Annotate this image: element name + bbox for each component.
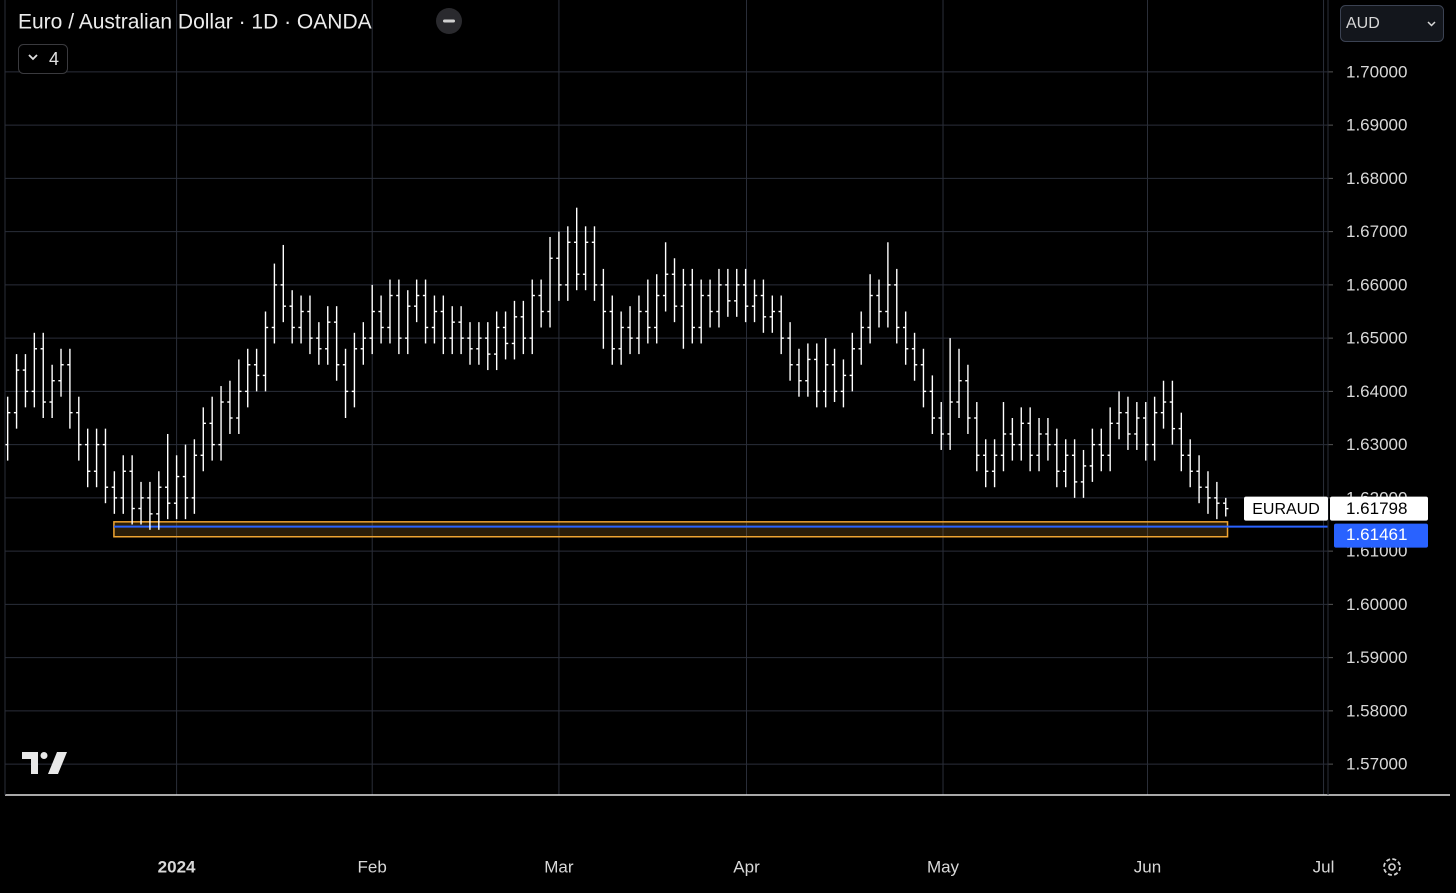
y-tick-label: 1.57000 <box>1346 755 1407 774</box>
price-zone <box>113 521 1229 538</box>
price-labels: EURAUD 1.61798 1.61461 <box>1244 496 1428 548</box>
y-tick-label: 1.65000 <box>1346 329 1407 348</box>
currency-select[interactable] <box>1340 5 1444 42</box>
x-tick-label: Jun <box>1134 857 1161 876</box>
x-tick-label: 2024 <box>158 857 196 876</box>
x-tick-label: May <box>927 857 960 876</box>
x-tick-label: Feb <box>358 857 387 876</box>
symbol-label: EURAUD <box>1252 501 1320 518</box>
x-tick-label: Jul <box>1313 857 1335 876</box>
indicators-count: 4 <box>49 49 59 69</box>
time-axis: 2024 Feb Mar Apr May Jun Jul <box>158 857 1335 876</box>
y-tick-label: 1.68000 <box>1346 169 1407 188</box>
last-price-label: 1.61798 <box>1346 499 1407 518</box>
x-tick-label: Mar <box>544 857 574 876</box>
logo-part <box>48 752 67 774</box>
logo-part <box>22 752 38 774</box>
y-tick-label: 1.63000 <box>1346 435 1407 454</box>
x-tick-label: Apr <box>733 857 760 876</box>
collapse-icon <box>443 19 455 23</box>
symbol-tag <box>1244 496 1328 521</box>
y-tick-label: 1.66000 <box>1346 275 1407 294</box>
last-price-tag <box>1330 496 1428 521</box>
y-tick-label: 1.70000 <box>1346 62 1407 81</box>
select-chevron <box>1427 21 1436 27</box>
tradingview-logo <box>22 752 67 774</box>
price-line-label: 1.61461 <box>1346 525 1407 544</box>
zone-layer <box>113 521 1328 538</box>
logo-part <box>40 752 48 759</box>
settings-button[interactable] <box>1383 858 1401 876</box>
y-tick-label: 1.59000 <box>1346 648 1407 667</box>
gear-icon <box>1383 858 1401 876</box>
gear-center <box>1388 863 1396 871</box>
grid <box>5 0 1328 795</box>
y-tick-label: 1.58000 <box>1346 701 1407 720</box>
currency: AUD <box>1346 15 1380 32</box>
chevron-icon <box>28 54 38 61</box>
price-line-tag <box>1334 523 1428 548</box>
chart-title: Euro / Australian Dollar · 1D · OANDA <box>18 11 372 34</box>
indicators-toggle[interactable] <box>18 44 68 74</box>
y-tick-label: 1.60000 <box>1346 595 1407 614</box>
y-tick-label: 1.69000 <box>1346 116 1407 135</box>
y-tick-label: 1.64000 <box>1346 382 1407 401</box>
y-tick-label: 1.67000 <box>1346 222 1407 241</box>
bars <box>5 207 1229 530</box>
